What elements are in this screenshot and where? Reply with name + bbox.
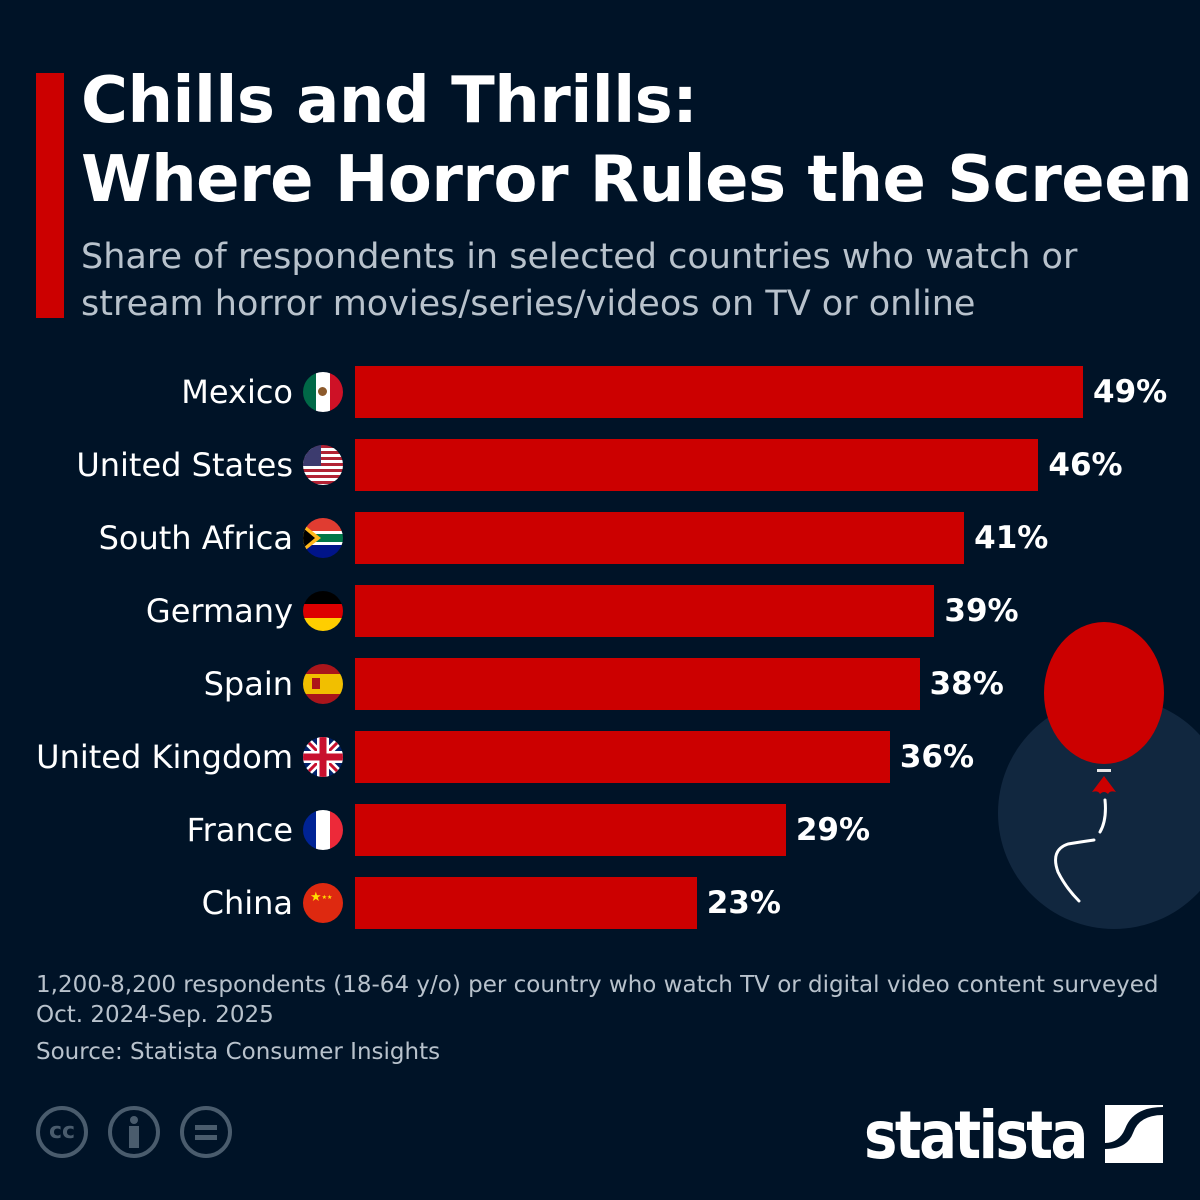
bar-united-states [355, 439, 1039, 491]
value-label: 49% [1093, 374, 1168, 410]
bar-row-south-africa: South Africa 41% [0, 512, 1200, 564]
bar-spain [355, 658, 920, 710]
value-label: 23% [706, 885, 781, 921]
attribution-icon [108, 1106, 160, 1158]
category-label: United States [76, 446, 293, 484]
flag-china-icon: ★★★ [303, 883, 343, 923]
bar-row-france: France 29% [0, 804, 1200, 856]
value-label: 36% [899, 739, 975, 775]
bar-row-spain: Spain 38% [0, 658, 1200, 710]
value-label: 46% [1048, 447, 1123, 483]
flag-united-states-icon [303, 445, 343, 485]
background-circle [998, 697, 1200, 929]
flag-france-icon [303, 810, 343, 850]
flag-united-kingdom-icon [303, 737, 343, 777]
bar-row-mexico: Mexico 49% [0, 366, 1200, 418]
category-label: China [201, 884, 293, 922]
balloon-illustration [998, 622, 1200, 929]
flag-spain-icon [303, 664, 343, 704]
category-label: Spain [203, 665, 293, 703]
bar-south-africa [355, 512, 965, 564]
category-label: South Africa [98, 519, 293, 557]
value-label: 41% [974, 520, 1049, 556]
no-derivatives-icon [180, 1106, 232, 1158]
bar-mexico [355, 366, 1083, 418]
category-label: Mexico [181, 373, 293, 411]
chart-title: Chills and Thrills: Where Horror Rules t… [81, 62, 1193, 220]
title-line-1: Chills and Thrills: [81, 64, 698, 138]
bar-row-united-states: United States 46% [0, 439, 1200, 491]
bar-row-germany: Germany 39% [0, 585, 1200, 637]
bar-united-kingdom [355, 731, 890, 783]
survey-note: 1,200-8,200 respondents (18-64 y/o) per … [36, 972, 1159, 1028]
chart-subtitle: Share of respondents in selected countri… [81, 237, 1078, 324]
category-label: United Kingdom [36, 738, 293, 776]
title-line-2: Where Horror Rules the Screen [81, 143, 1193, 217]
flag-mexico-icon [303, 372, 343, 412]
bar-china [355, 877, 697, 929]
value-label: 29% [795, 812, 871, 848]
category-label: Germany [145, 592, 293, 630]
flag-germany-icon [303, 591, 343, 631]
title-accent-bar [36, 73, 64, 318]
value-label: 38% [929, 666, 1004, 702]
statista-logo-icon [1105, 1105, 1163, 1163]
bar-row-china: China ★★★ 23% [0, 877, 1200, 929]
bar-row-united-kingdom: United Kingdom 36% [0, 731, 1200, 783]
cc-icon: cc [36, 1106, 88, 1158]
statista-logo: statista [864, 1097, 1088, 1174]
bar-germany [355, 585, 935, 637]
category-label: France [186, 811, 293, 849]
balloon-icon [1044, 622, 1164, 764]
value-label: 39% [944, 593, 1019, 629]
bar-france [355, 804, 786, 856]
flag-south-africa-icon [303, 518, 343, 558]
source-text: Source: Statista Consumer Insights [36, 1039, 441, 1065]
